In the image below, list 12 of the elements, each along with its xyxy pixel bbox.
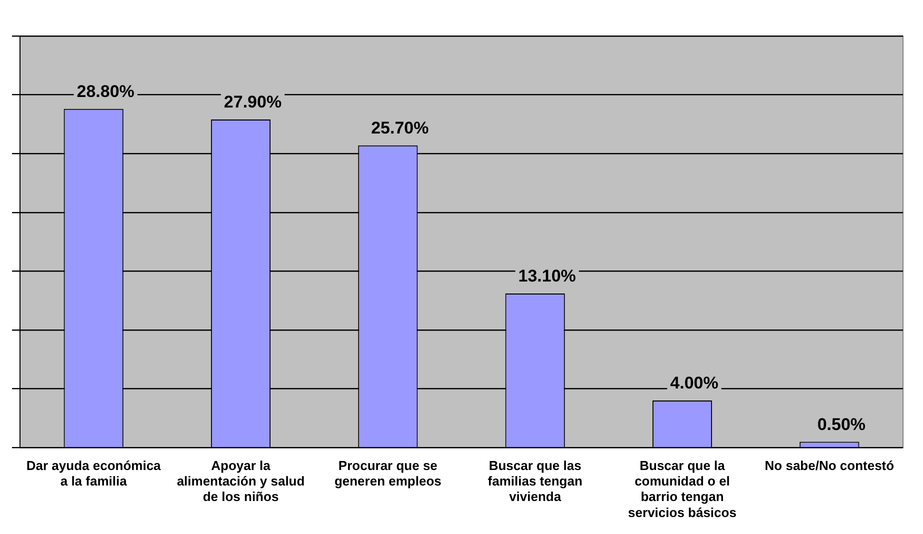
data-label: 25.70% — [371, 118, 429, 138]
x-tick-label: Dar ayuda económica a la familia — [26, 458, 162, 489]
data-label: 28.80% — [76, 82, 134, 102]
data-label: 0.50% — [817, 414, 866, 434]
data-label: 4.00% — [670, 374, 718, 393]
data-label: 27.90% — [224, 92, 282, 112]
x-tick-label: Procurar que se generen empleos — [334, 458, 442, 489]
x-tick-label: Apoyar la alimentación y salud de los niños — [176, 458, 305, 504]
data-label: 13.10% — [518, 266, 576, 286]
x-tick-label: Buscar que las familias tengan vivienda — [488, 458, 582, 504]
x-tick-label: Buscar que la comunidad o el barrio tengan servicios básicos — [628, 458, 736, 520]
x-tick-label: No sabe/No contestó — [764, 458, 894, 473]
